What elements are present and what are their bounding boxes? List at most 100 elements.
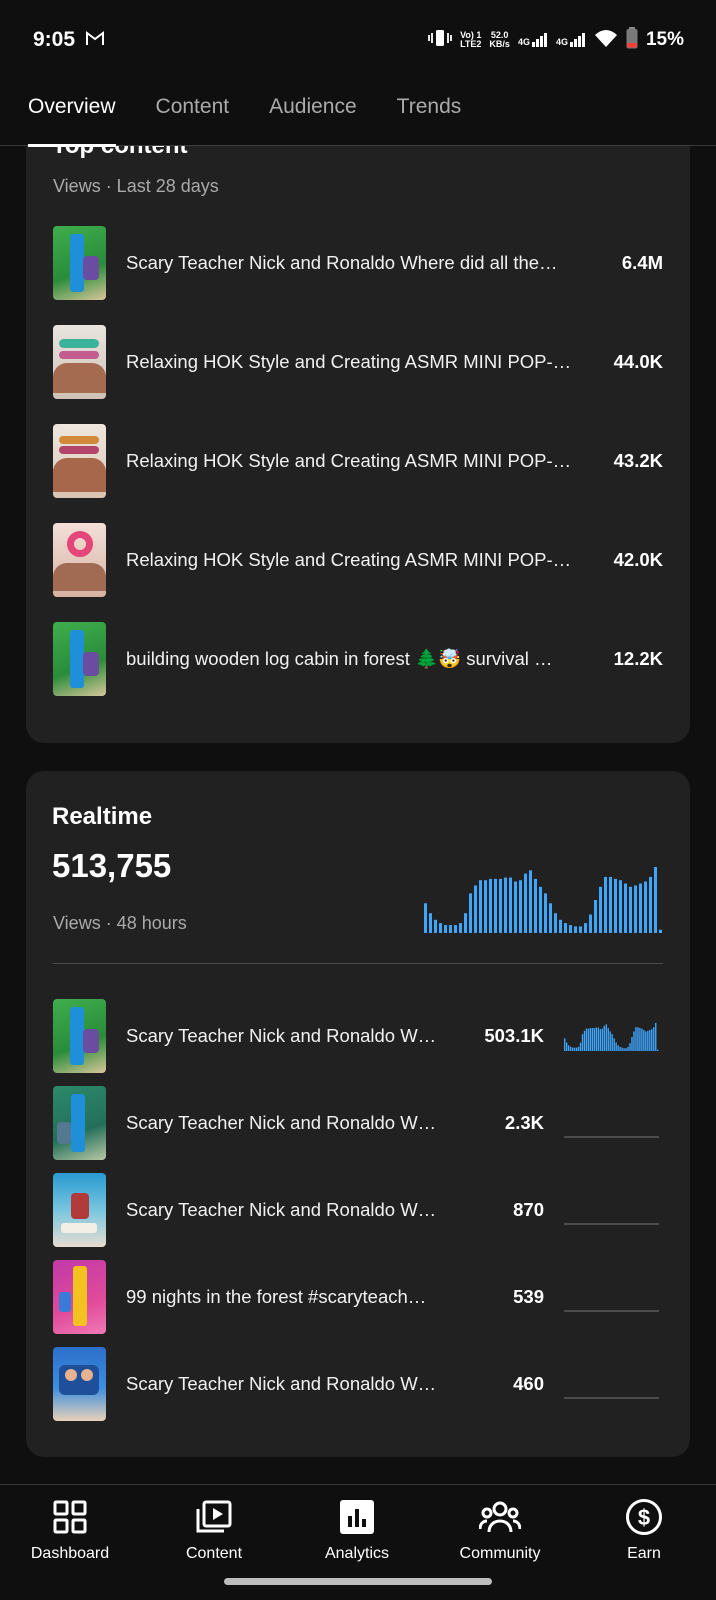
divider [53, 963, 663, 964]
sparkline-bar [605, 1024, 607, 1051]
video-sparkline [564, 1223, 659, 1225]
realtime-bar [584, 923, 587, 933]
video-views: 6.4M [621, 252, 663, 273]
sparkline-bar [585, 1028, 588, 1051]
video-sparkline [564, 1136, 659, 1138]
sparkline-bar [637, 1027, 639, 1051]
sparkline-bar [579, 1042, 582, 1051]
video-title: Relaxing HOK Style and Creating ASMR MIN… [126, 549, 572, 570]
earn-icon: $ [579, 1497, 709, 1537]
nav-community[interactable]: Community [435, 1497, 565, 1563]
realtime-bar [579, 926, 582, 933]
realtime-bar [534, 878, 537, 933]
realtime-bar [499, 878, 502, 933]
sparkline-bar [617, 1045, 619, 1051]
list-item[interactable]: 99 nights in the forest #scaryteach… 539 [53, 1260, 663, 1334]
sparkline-bar [615, 1042, 617, 1051]
tab-overview[interactable]: Overview [28, 80, 116, 147]
video-title: Scary Teacher Nick and Ronaldo W… [126, 1199, 437, 1220]
realtime-bar [509, 877, 512, 933]
realtime-bar [594, 900, 597, 933]
video-views: 870 [513, 1199, 544, 1220]
realtime-bar [624, 883, 627, 933]
realtime-bar [649, 876, 652, 933]
list-item[interactable]: Relaxing HOK Style and Creating ASMR MIN… [53, 325, 663, 399]
nav-content[interactable]: Content [149, 1497, 279, 1563]
video-title: Scary Teacher Nick and Ronaldo W… [126, 1025, 437, 1046]
list-item[interactable]: Scary Teacher Nick and Ronaldo W… 2.3K [53, 1086, 663, 1160]
sparkline-bar [613, 1038, 615, 1051]
video-title: Relaxing HOK Style and Creating ASMR MIN… [126, 351, 572, 372]
content-icon [149, 1497, 279, 1537]
sparkline-bar [633, 1031, 635, 1051]
list-item[interactable]: Scary Teacher Nick and Ronaldo Where did… [53, 226, 663, 300]
video-views: 44.0K [613, 351, 663, 372]
video-title: building wooden log cabin in forest 🌲🤯 s… [126, 648, 553, 669]
sparkline-bar [609, 1031, 611, 1051]
nav-label: Content [185, 1545, 243, 1562]
tab-content[interactable]: Content [155, 95, 230, 118]
realtime-bar [484, 880, 487, 933]
signal-icon: 4G [556, 33, 586, 47]
battery-icon [626, 26, 638, 54]
sparkline-bar [619, 1046, 621, 1051]
realtime-bar [604, 876, 607, 933]
realtime-bar [424, 903, 427, 933]
video-thumbnail [53, 1347, 106, 1421]
realtime-bar [434, 919, 437, 933]
video-sparkline [564, 1310, 659, 1312]
realtime-bar [529, 870, 532, 933]
video-views: 43.2K [613, 450, 663, 471]
realtime-bar [469, 893, 472, 933]
sparkline-bar [589, 1028, 592, 1051]
sparkline-bar [635, 1027, 637, 1051]
video-thumbnail [53, 1173, 106, 1247]
nav-earn[interactable]: $ Earn [579, 1497, 709, 1563]
home-indicator [224, 1578, 492, 1585]
video-views: 42.0K [613, 549, 663, 570]
realtime-bar [479, 880, 482, 933]
sparkline-bar [597, 1027, 600, 1051]
sparkline-bar [567, 1045, 570, 1051]
realtime-bar [549, 903, 552, 933]
video-thumbnail [53, 622, 106, 696]
sparkline-bar [591, 1028, 594, 1051]
sparkline-bar [569, 1046, 572, 1051]
realtime-bar [459, 923, 462, 933]
realtime-bar [659, 929, 662, 933]
video-thumbnail [53, 1260, 106, 1334]
list-item[interactable]: building wooden log cabin in forest 🌲🤯 s… [53, 622, 663, 696]
svg-text:$: $ [638, 1505, 650, 1530]
nav-dashboard[interactable]: Dashboard [5, 1497, 135, 1563]
sparkline-bar [653, 1027, 655, 1051]
analytics-tabs: Overview Content Audience Trends [0, 80, 716, 147]
nav-label: Earn [627, 1545, 661, 1562]
sparkline-bar [564, 1038, 566, 1051]
video-title: 99 nights in the forest #scaryteach… [126, 1286, 427, 1307]
realtime-bar [634, 885, 637, 933]
sparkline-bar [647, 1030, 649, 1051]
video-sparkline [564, 1023, 659, 1051]
list-item[interactable]: Scary Teacher Nick and Ronaldo W… 503.1K [53, 999, 663, 1073]
sparkline-bar [623, 1048, 625, 1051]
sparkline-bar [575, 1047, 578, 1051]
video-title: Scary Teacher Nick and Ronaldo W… [126, 1373, 437, 1394]
realtime-card[interactable]: Realtime 513,755 Views · 48 hours Scary … [26, 771, 690, 1457]
video-thumbnail [53, 226, 106, 300]
tab-trends[interactable]: Trends [396, 95, 462, 118]
list-item[interactable]: Relaxing HOK Style and Creating ASMR MIN… [53, 523, 663, 597]
tab-audience[interactable]: Audience [269, 95, 357, 118]
realtime-bar [489, 878, 492, 933]
realtime-bar [554, 913, 557, 933]
bottom-navigation: Dashboard Content Analytics Community $ … [0, 1484, 716, 1600]
realtime-bar [474, 885, 477, 933]
card-title: Realtime [52, 803, 153, 830]
list-item[interactable]: Relaxing HOK Style and Creating ASMR MIN… [53, 424, 663, 498]
list-item[interactable]: Scary Teacher Nick and Ronaldo W… 870 [53, 1173, 663, 1247]
list-item[interactable]: Scary Teacher Nick and Ronaldo W… 460 [53, 1347, 663, 1421]
gmail-icon [85, 28, 105, 52]
realtime-bar [519, 880, 522, 933]
video-title: Relaxing HOK Style and Creating ASMR MIN… [126, 450, 572, 471]
nav-analytics[interactable]: Analytics [292, 1497, 422, 1563]
sparkline-bar [645, 1031, 647, 1051]
